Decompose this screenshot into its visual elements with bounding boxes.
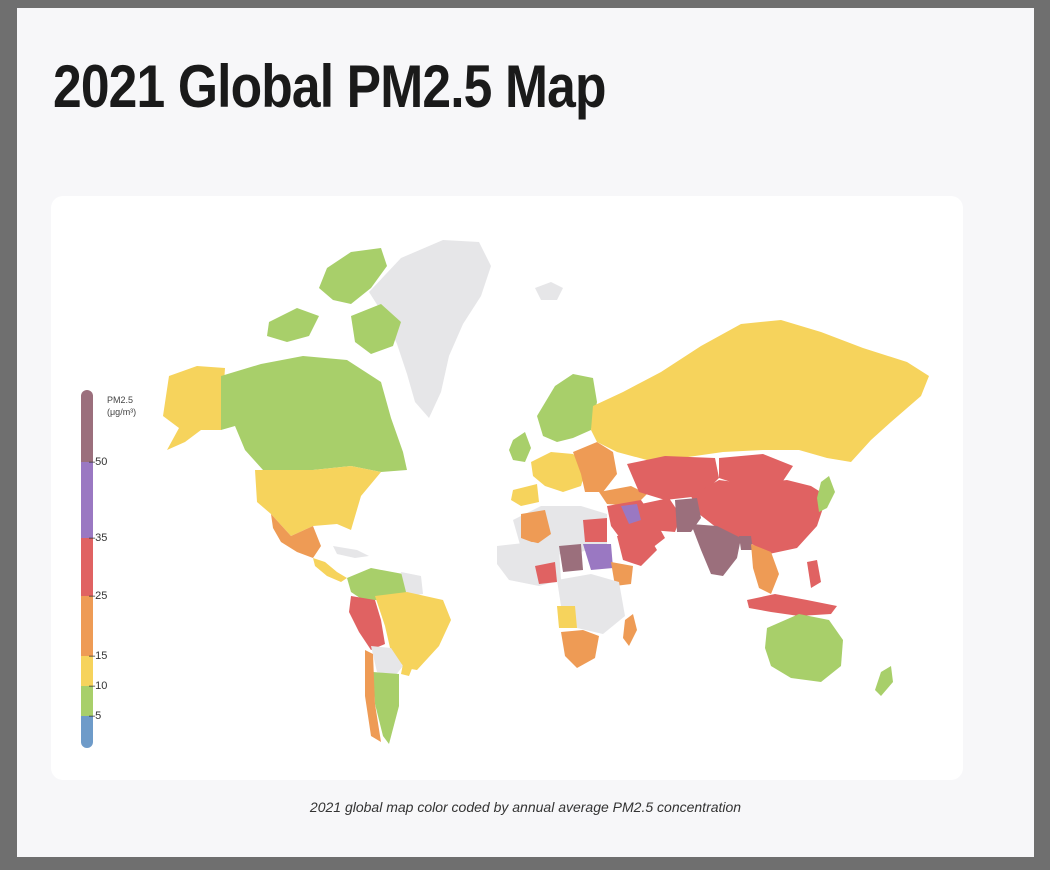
region-canada [221,356,407,472]
region-mongolia [719,454,793,486]
legend-tick-5: –5 [89,710,102,722]
legend-tick-label: 50 [95,456,108,468]
region-arctic-islands [319,248,387,304]
region-uruguay [401,664,413,676]
region-southern-africa [561,630,599,668]
legend-tick-10: –10 [89,680,108,692]
region-argentina [373,672,399,744]
region-philippines [807,560,821,588]
region-central-america [313,558,347,582]
legend-band-5-10 [81,686,93,716]
region-mexico [271,514,321,558]
region-greenland [369,240,491,418]
region-japan [817,476,835,512]
region-northern-south-america [347,568,411,600]
legend-tick-25: –25 [89,590,108,602]
region-australia [765,614,843,682]
legend-tick-label: 5 [95,710,102,722]
region-eastern-europe [573,442,617,492]
region-chile [365,650,381,742]
legend-band-25-35 [81,538,93,596]
region-india [691,524,741,576]
region-usa [255,466,381,536]
region-southeast-asia [751,544,779,594]
map-card: PM2.5 (μg/m³) –50 –35 –25 –15 –10 –5 [51,196,963,780]
legend-band-0-5 [81,716,93,748]
region-iceland [535,282,563,300]
region-nigeria [535,562,557,584]
region-bangladesh [739,536,753,550]
region-sudan [583,544,613,570]
legend-tick-label: 25 [95,590,108,602]
legend-tick-label: 35 [95,532,108,544]
legend-title: PM2.5 (μg/m³) [107,394,136,418]
region-peru [349,596,385,650]
region-china [691,480,827,554]
region-chad [559,544,583,572]
legend-tick-15: –15 [89,650,108,662]
region-pakistan [675,498,701,532]
region-caribbean [333,546,369,558]
region-western-europe [531,452,587,492]
region-indonesia [747,594,837,616]
region-iran [641,498,681,532]
legend-title-units: (μg/m³) [107,407,137,417]
legend: PM2.5 (μg/m³) –50 –35 –25 –15 –10 –5 [51,196,171,780]
region-arabian-peninsula [617,530,657,566]
region-uk [509,432,531,462]
map-caption: 2021 global map color coded by annual av… [309,799,742,815]
legend-tick-label: 15 [95,650,108,662]
region-angola [557,606,577,628]
region-new-zealand [875,666,893,696]
legend-tick-35: –35 [89,532,108,544]
region-algeria [521,510,551,544]
legend-band-35-50 [81,462,93,538]
legend-tick-50: –50 [89,456,108,468]
region-egypt [583,518,607,542]
region-russia [591,320,929,462]
page-title: 2021 Global PM2.5 Map [53,53,606,120]
region-scandinavia [537,374,597,442]
region-guianas [401,572,423,596]
world-map [163,240,929,744]
region-iraq [621,504,641,524]
region-bolivia [371,646,403,676]
region-baffin [351,304,401,354]
legend-title-unit-name: PM2.5 [107,395,134,405]
region-central-asia [627,456,719,500]
page: 2021 Global PM2.5 Map [17,8,1034,857]
region-alaska [163,366,225,450]
region-arctic-islands-west [267,308,319,342]
region-iberia [511,484,539,506]
region-madagascar [623,614,637,646]
region-turkey [599,486,647,506]
region-horn-of-africa [611,562,633,586]
region-brazil [375,592,451,670]
legend-band-50-plus [81,390,93,462]
legend-color-bar [81,390,93,748]
legend-tick-label: 10 [95,680,108,692]
legend-band-15-25 [81,596,93,656]
legend-band-10-15 [81,656,93,686]
